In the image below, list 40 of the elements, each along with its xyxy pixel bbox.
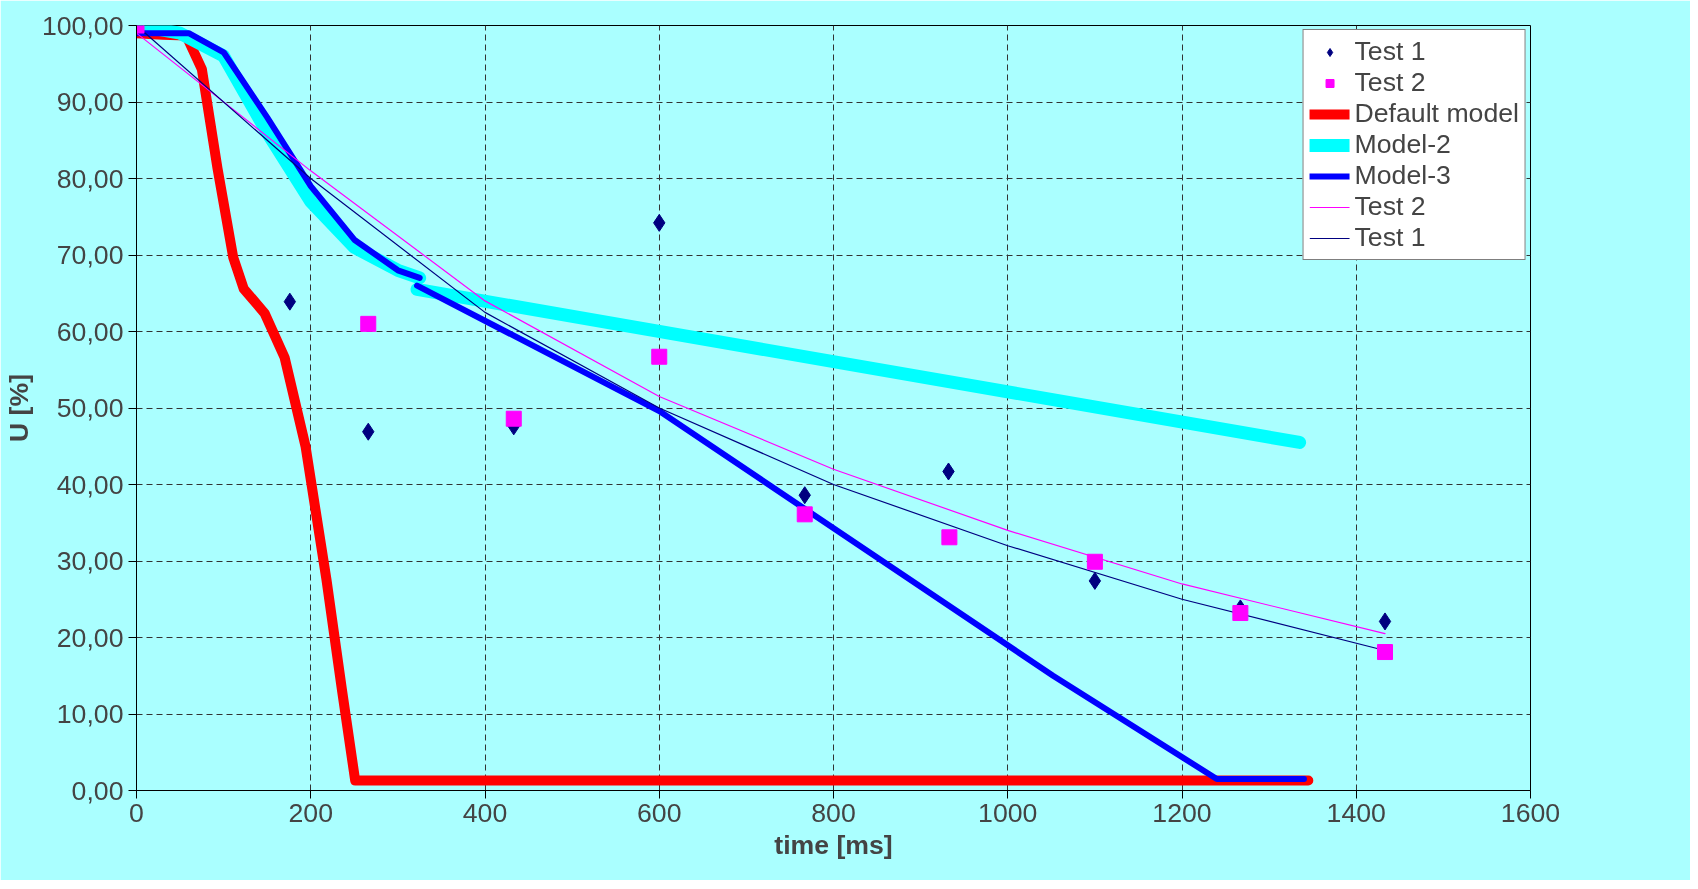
- point: [1088, 571, 1102, 590]
- legend-label: Test 2: [1354, 67, 1426, 98]
- y-tick-label: 90,00: [56, 87, 124, 117]
- y-tick-label: 20,00: [56, 622, 124, 653]
- x-tick-label: 1400: [1326, 797, 1386, 828]
- point: [796, 506, 813, 523]
- y-tick-label: 50,00: [56, 393, 124, 423]
- y-axis-title: U [%]: [3, 373, 34, 443]
- x-tick-label: 600: [637, 797, 682, 828]
- point: [360, 315, 377, 332]
- point: [1232, 605, 1249, 622]
- legend-label: Default model: [1354, 98, 1519, 129]
- y-tick-label: 80,00: [56, 163, 124, 194]
- x-tick-label: 200: [288, 797, 333, 828]
- legend-label: Test 1: [1354, 36, 1426, 67]
- x-tick-label: 1200: [1152, 797, 1212, 828]
- point: [283, 292, 297, 311]
- point: [1378, 612, 1392, 631]
- y-tick-label: 30,00: [56, 546, 124, 576]
- y-tick-label: 100,00: [41, 10, 124, 41]
- point: [505, 410, 522, 427]
- x-tick-label: 800: [811, 797, 856, 828]
- x-tick-label: 0: [129, 797, 144, 828]
- x-tick-label: 1000: [978, 797, 1038, 828]
- legend-label: Model-3: [1354, 160, 1451, 191]
- point: [1377, 644, 1393, 661]
- x-tick-label: 1600: [1500, 797, 1561, 828]
- point: [941, 529, 958, 546]
- y-tick-label: 10,00: [56, 699, 124, 729]
- y-tick-label: 40,00: [56, 469, 124, 500]
- legend-label: Test 2: [1354, 191, 1426, 222]
- y-tick-label: 0,00: [71, 775, 124, 806]
- point: [651, 348, 668, 365]
- point: [1086, 553, 1103, 570]
- legend-label: Test 1: [1354, 222, 1426, 253]
- y-tick-label: 70,00: [56, 240, 124, 270]
- legend-label: Model-2: [1354, 129, 1451, 160]
- y-tick-label: 60,00: [56, 316, 124, 347]
- x-axis-title: time [ms]: [774, 829, 893, 860]
- x-tick-label: 400: [462, 797, 508, 828]
